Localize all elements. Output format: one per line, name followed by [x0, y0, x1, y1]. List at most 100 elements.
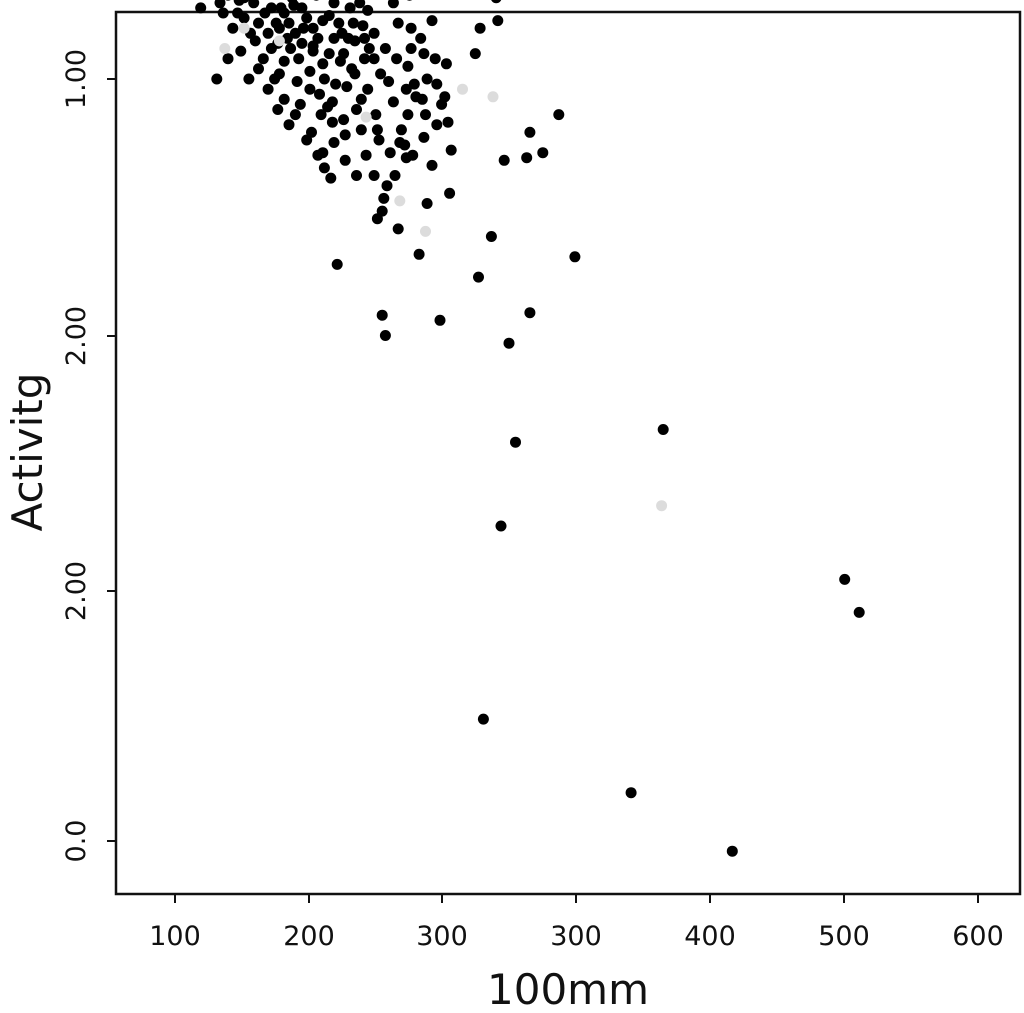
- data-point: [328, 137, 340, 148]
- data-point: [368, 170, 380, 181]
- data-point: [569, 251, 581, 263]
- data-point: [839, 573, 851, 585]
- data-point: [521, 152, 533, 164]
- data-point: [444, 187, 456, 199]
- data-point: [326, 116, 338, 128]
- data-point: [492, 15, 504, 27]
- data-point: [344, 2, 356, 14]
- data-point: [378, 192, 390, 204]
- data-point: [278, 93, 290, 105]
- data-point: [301, 134, 313, 146]
- data-point: [235, 45, 247, 57]
- data-point: [289, 109, 301, 121]
- data-point: [408, 78, 420, 90]
- data-point: [338, 48, 350, 60]
- data-point: [381, 180, 393, 192]
- data-point: [405, 43, 417, 54]
- y-axis-ticks: [107, 78, 116, 842]
- data-point: [259, 7, 271, 19]
- data-point: [405, 22, 417, 34]
- data-point: [524, 307, 536, 319]
- data-point: [510, 436, 521, 448]
- y-tick-label: 2.00: [61, 561, 92, 621]
- data-point: [298, 22, 309, 34]
- data-point: [426, 15, 438, 27]
- data-point: [328, 32, 340, 44]
- data-point: [285, 43, 297, 54]
- data-point: [406, 0, 413, 1]
- data-point: [323, 10, 335, 21]
- data-point: [379, 43, 391, 54]
- data-point: [359, 53, 370, 65]
- data-point: [503, 337, 515, 349]
- x-axis-ticks: [174, 894, 979, 903]
- data-point: [227, 22, 239, 34]
- data-point: [278, 55, 290, 67]
- x-tick-label: 300: [416, 921, 468, 952]
- data-point: [355, 124, 367, 136]
- faint-data-point: [394, 195, 406, 207]
- data-point: [485, 231, 497, 242]
- data-point: [257, 53, 269, 65]
- data-point: [368, 53, 380, 65]
- data-point: [331, 258, 343, 270]
- data-point: [415, 32, 427, 44]
- data-point: [317, 58, 329, 70]
- data-point: [394, 137, 406, 148]
- data-point: [283, 119, 295, 131]
- data-point: [431, 78, 443, 90]
- data-point: [625, 787, 637, 799]
- data-point: [262, 27, 274, 39]
- y-tick-label: 2.00: [61, 306, 92, 366]
- faint-data-point: [487, 91, 499, 103]
- data-point: [477, 713, 489, 725]
- x-tick-label: 400: [684, 921, 736, 952]
- data-point: [349, 68, 361, 80]
- data-point: [524, 126, 536, 138]
- y-axis-tick-labels: 0.0 2.00 2.00 1.00: [61, 49, 92, 863]
- data-point: [232, 7, 244, 19]
- data-point: [368, 27, 380, 39]
- data-point: [304, 83, 316, 95]
- data-point: [253, 17, 264, 29]
- data-point: [387, 0, 399, 9]
- data-point: [307, 40, 319, 52]
- x-axis-title: 100mm: [487, 965, 649, 1013]
- data-point: [376, 309, 388, 321]
- data-point: [325, 172, 337, 184]
- data-point: [371, 124, 383, 136]
- data-point: [315, 109, 327, 121]
- data-point: [420, 109, 431, 121]
- data-point: [272, 104, 284, 115]
- data-point: [440, 58, 452, 70]
- faint-data-point: [238, 22, 250, 34]
- data-point: [359, 32, 370, 44]
- data-point: [384, 147, 396, 159]
- data-point: [243, 73, 255, 85]
- data-point: [339, 129, 351, 141]
- data-point: [373, 134, 385, 146]
- data-point: [418, 48, 430, 60]
- x-tick-label: 100: [149, 921, 201, 952]
- data-point: [296, 37, 308, 49]
- data-point: [434, 314, 446, 326]
- data-point: [370, 109, 382, 121]
- data-point: [326, 96, 338, 108]
- data-point: [328, 0, 340, 9]
- data-point: [195, 2, 207, 14]
- data-point: [293, 53, 305, 65]
- y-axis-title: Activitg: [3, 373, 52, 532]
- data-point: [379, 330, 391, 341]
- plot-area-frame: [114, 10, 1022, 896]
- data-point: [357, 20, 369, 32]
- data-point: [431, 119, 443, 131]
- data-point: [225, 0, 231, 1]
- data-point: [418, 131, 430, 143]
- data-point: [313, 0, 319, 1]
- data-point: [474, 22, 486, 34]
- data-point: [217, 7, 229, 19]
- data-point: [363, 43, 375, 54]
- data-point: [323, 48, 335, 60]
- data-point: [416, 93, 428, 105]
- data-point: [288, 0, 300, 11]
